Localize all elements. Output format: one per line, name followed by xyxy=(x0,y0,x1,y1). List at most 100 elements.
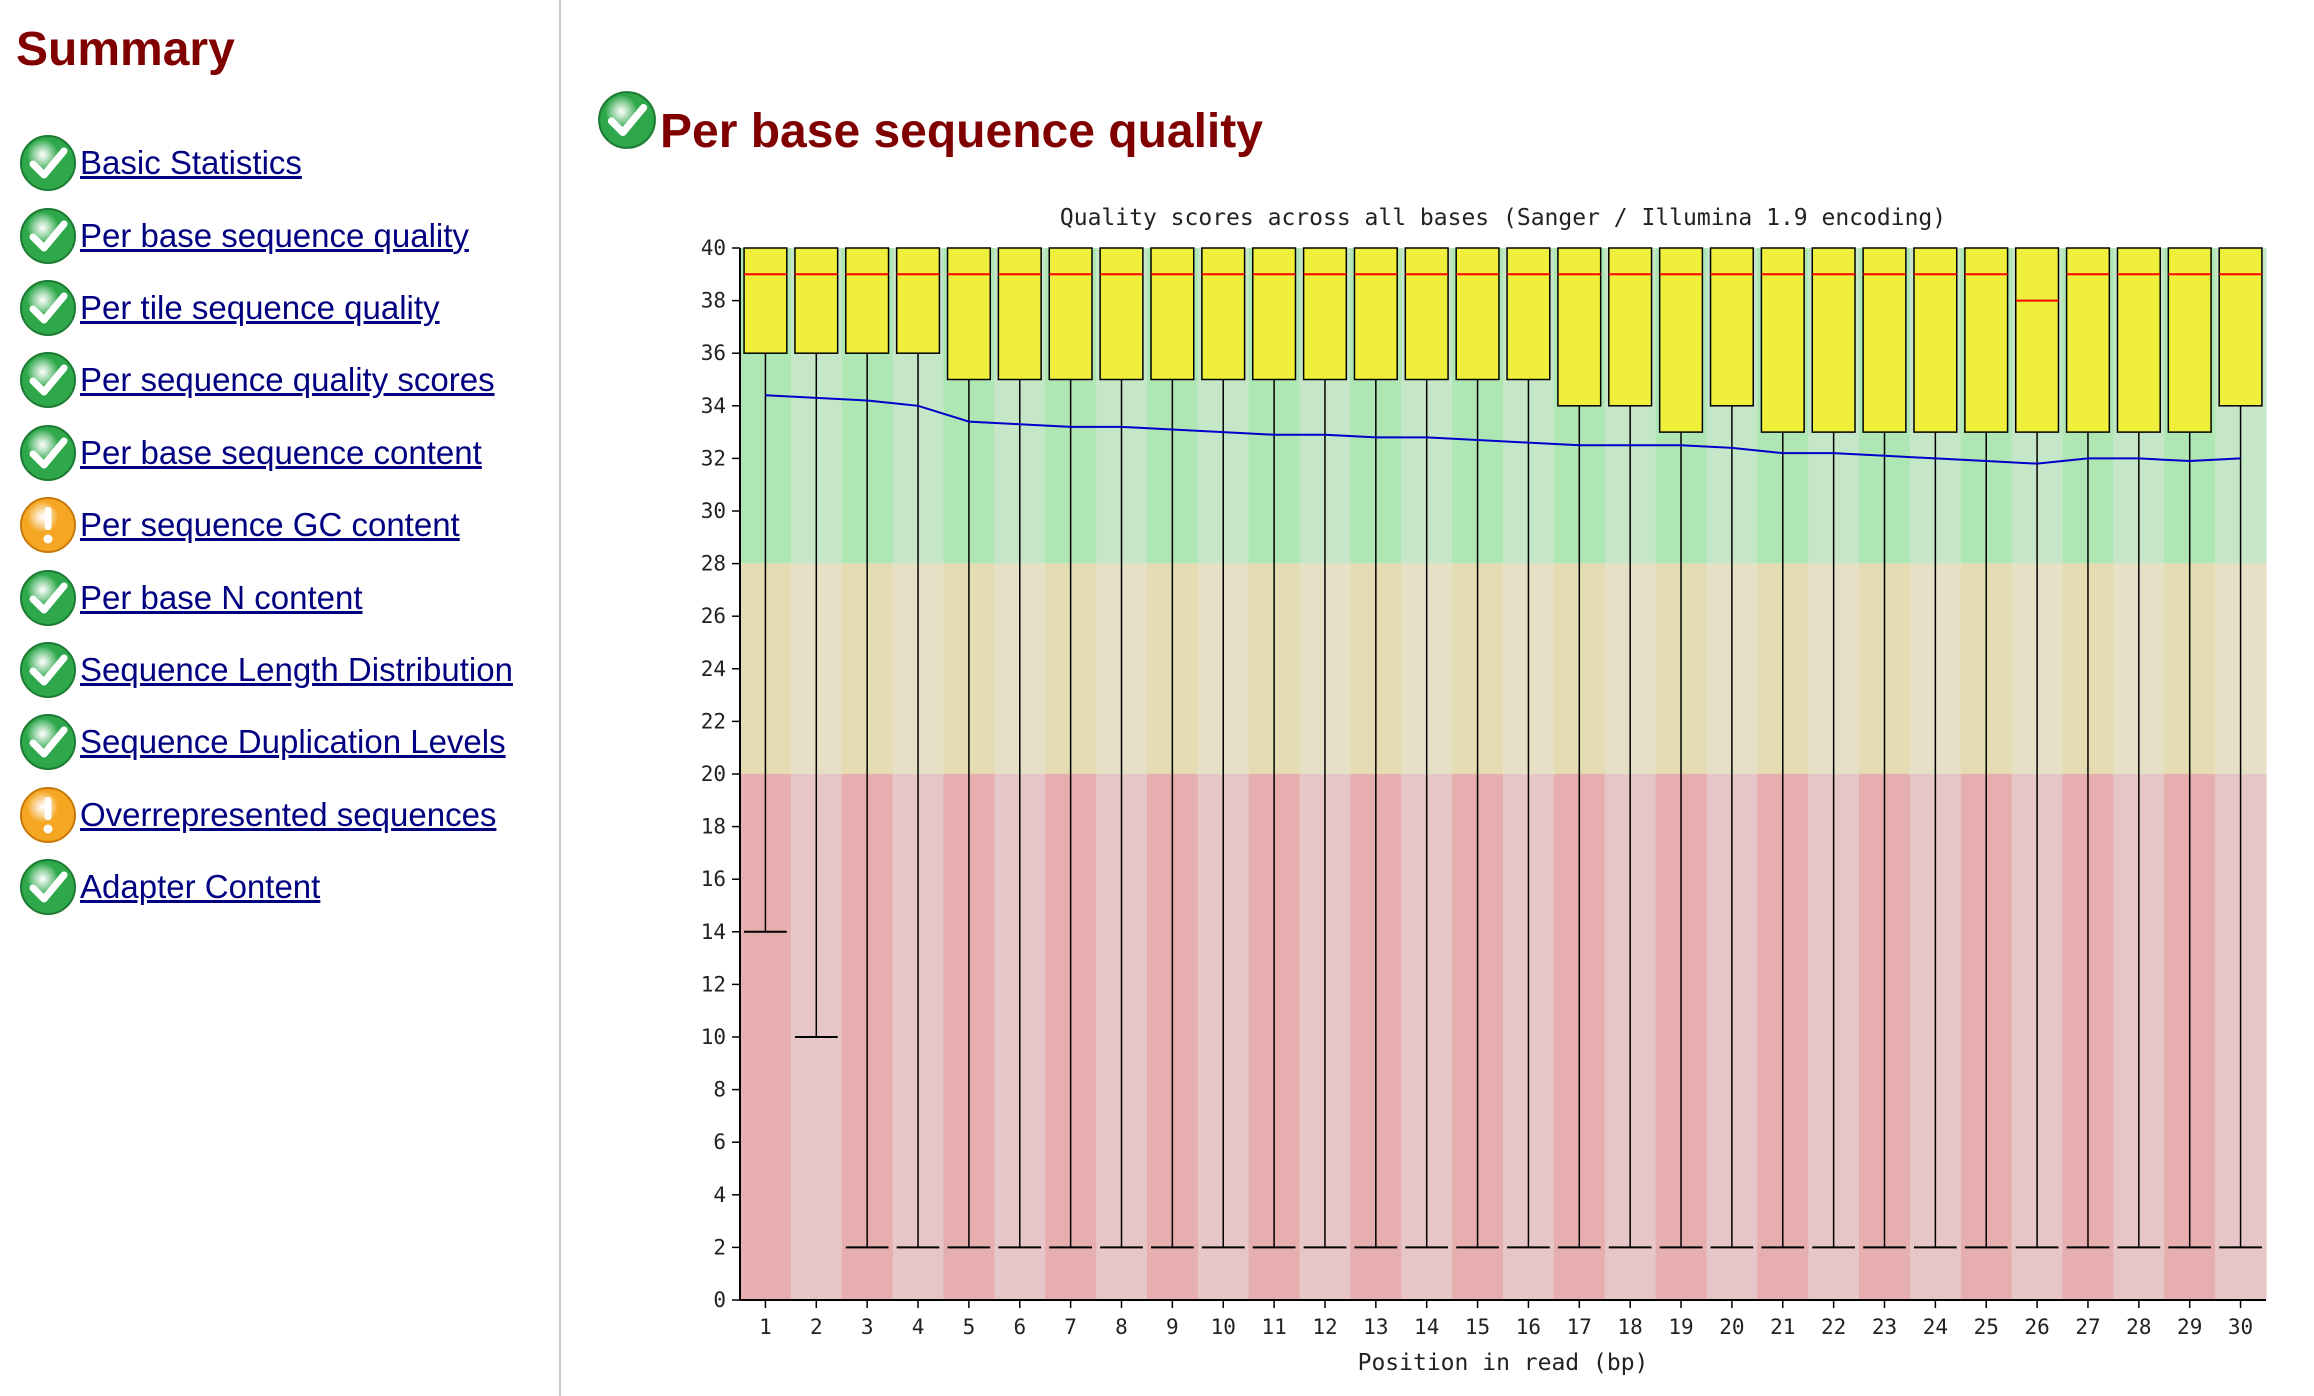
iqr-box xyxy=(1608,247,1653,407)
box-position-18 xyxy=(1608,247,1653,1249)
box-position-16 xyxy=(1506,247,1551,1249)
box-position-24 xyxy=(1913,247,1958,1249)
y-tick-label: 4 xyxy=(713,1183,726,1207)
x-tick-label: 17 xyxy=(1567,1315,1592,1339)
box-position-4 xyxy=(895,247,941,1249)
x-tick-label: 22 xyxy=(1821,1315,1846,1339)
x-tick-label: 11 xyxy=(1261,1315,1286,1339)
module-item-sequence-length-distribution: Sequence Length Distribution xyxy=(18,634,513,706)
iqr-box xyxy=(2014,247,2060,433)
module-link-per-base-n-content[interactable]: Per base N content xyxy=(80,578,363,616)
box-position-22 xyxy=(1811,247,1856,1249)
module-link-sequence-duplication-levels[interactable]: Sequence Duplication Levels xyxy=(80,723,506,761)
check-icon xyxy=(20,714,76,771)
section-title: Per base sequence quality xyxy=(660,105,1263,158)
y-tick-label: 40 xyxy=(701,236,726,260)
iqr-box xyxy=(2167,247,2212,433)
check-icon xyxy=(20,569,76,626)
module-item-overrepresented-sequences: Overrepresented sequences xyxy=(18,779,513,851)
x-tick-label: 4 xyxy=(912,1315,925,1339)
y-tick-label: 26 xyxy=(701,604,726,628)
box-position-2 xyxy=(794,247,839,1038)
iqr-box xyxy=(1964,247,2009,433)
iqr-box xyxy=(1760,247,1805,433)
x-tick-label: 28 xyxy=(2126,1315,2151,1339)
iqr-box xyxy=(743,247,788,354)
chart-title: Quality scores across all bases (Sanger … xyxy=(1060,205,1946,231)
module-item-adapter-content: Adapter Content xyxy=(18,851,513,923)
x-tick-label: 27 xyxy=(2075,1315,2100,1339)
x-tick-label: 20 xyxy=(1719,1315,1744,1339)
x-tick-label: 6 xyxy=(1013,1315,1026,1339)
box-position-11 xyxy=(1251,247,1297,1249)
module-item-per-tile-sequence-quality: Per tile sequence quality xyxy=(18,272,513,344)
box-position-7 xyxy=(1048,247,1093,1249)
mean-quality-line xyxy=(765,394,2241,465)
box-position-20 xyxy=(1709,247,1755,1249)
y-tick-label: 20 xyxy=(701,762,726,786)
iqr-box xyxy=(1404,247,1449,381)
iqr-box xyxy=(1353,247,1398,381)
y-tick-label: 0 xyxy=(713,1288,726,1312)
y-tick-label: 18 xyxy=(701,815,726,839)
box-position-19 xyxy=(1658,247,1704,1249)
y-tick-label: 38 xyxy=(701,289,726,313)
check-icon xyxy=(20,207,76,264)
y-tick-label: 10 xyxy=(701,1025,726,1049)
iqr-box xyxy=(1658,247,1704,433)
x-tick-label: 3 xyxy=(861,1315,874,1339)
box-position-6 xyxy=(997,247,1042,1249)
module-link-per-base-sequence-quality[interactable]: Per base sequence quality xyxy=(80,216,469,254)
iqr-box xyxy=(1302,247,1348,381)
module-link-basic-statistics[interactable]: Basic Statistics xyxy=(80,144,302,182)
y-tick-label: 36 xyxy=(701,341,726,365)
check-icon xyxy=(20,135,76,192)
module-item-per-base-sequence-quality: Per base sequence quality xyxy=(18,199,513,271)
y-tick-label: 30 xyxy=(701,499,726,523)
x-tick-label: 1 xyxy=(759,1315,772,1339)
y-tick-label: 22 xyxy=(701,709,726,733)
module-item-per-base-n-content: Per base N content xyxy=(18,561,513,633)
module-link-per-sequence-quality-scores[interactable]: Per sequence quality scores xyxy=(80,361,495,399)
main-report: Per base sequence quality 0 2 4 6 8 10 12 14 16 1… xyxy=(562,0,2314,1396)
y-tick-label: 14 xyxy=(701,920,726,944)
module-link-per-sequence-gc-content[interactable]: Per sequence GC content xyxy=(80,506,460,544)
box-position-5 xyxy=(946,247,992,1249)
y-tick-label: 34 xyxy=(701,394,726,418)
module-item-basic-statistics: Basic Statistics xyxy=(18,127,513,199)
box-position-3 xyxy=(845,247,890,1249)
box-position-13 xyxy=(1353,247,1398,1249)
iqr-box xyxy=(845,247,890,354)
box-position-21 xyxy=(1760,247,1805,1249)
y-tick-label: 6 xyxy=(713,1130,726,1154)
check-icon xyxy=(20,352,76,409)
module-item-per-base-sequence-content: Per base sequence content xyxy=(18,417,513,489)
iqr-box xyxy=(1506,247,1551,381)
module-link-per-base-sequence-content[interactable]: Per base sequence content xyxy=(80,433,482,471)
module-list: Basic Statistics Per base sequence qualit… xyxy=(18,127,513,923)
y-tick-label: 8 xyxy=(713,1078,726,1102)
iqr-box xyxy=(2218,247,2263,407)
module-link-per-tile-sequence-quality[interactable]: Per tile sequence quality xyxy=(80,288,440,326)
summary-title: Summary xyxy=(16,23,235,76)
iqr-box xyxy=(1709,247,1755,407)
box-position-12 xyxy=(1302,247,1348,1249)
x-tick-label: 13 xyxy=(1363,1315,1388,1339)
iqr-box xyxy=(895,247,941,354)
box-position-29 xyxy=(2167,247,2212,1249)
box-position-1 xyxy=(743,247,788,933)
module-item-sequence-duplication-levels: Sequence Duplication Levels xyxy=(18,706,513,778)
y-tick-label: 16 xyxy=(701,867,726,891)
x-tick-label: 29 xyxy=(2177,1315,2202,1339)
module-link-adapter-content[interactable]: Adapter Content xyxy=(80,868,321,906)
y-tick-label: 2 xyxy=(713,1235,726,1259)
x-tick-label: 19 xyxy=(1668,1315,1693,1339)
module-link-sequence-length-distribution[interactable]: Sequence Length Distribution xyxy=(80,650,513,688)
box-position-17 xyxy=(1557,247,1602,1249)
iqr-box xyxy=(1150,247,1195,381)
box-position-10 xyxy=(1201,247,1246,1249)
module-link-overrepresented-sequences[interactable]: Overrepresented sequences xyxy=(80,795,497,833)
box-position-26 xyxy=(2014,247,2060,1249)
y-tick-label: 24 xyxy=(701,657,726,681)
x-tick-label: 8 xyxy=(1115,1315,1128,1339)
